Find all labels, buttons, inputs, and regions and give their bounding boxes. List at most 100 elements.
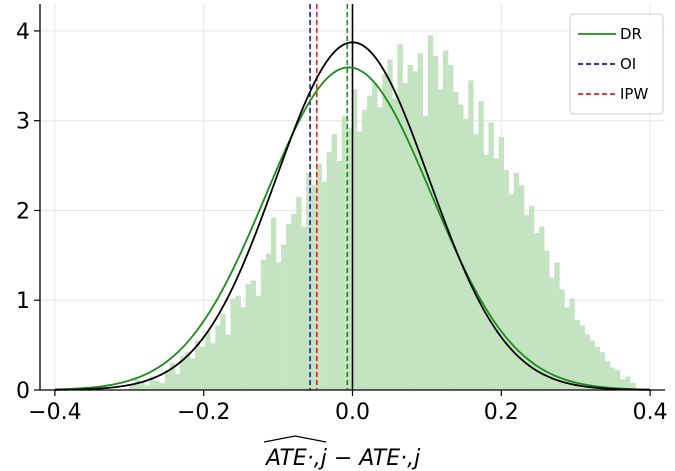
y-tick-label: 0 xyxy=(16,379,30,404)
histogram-bar xyxy=(179,355,186,390)
histogram-bar xyxy=(544,250,550,390)
y-tick-label: 2 xyxy=(16,199,30,224)
histogram-bar xyxy=(584,334,591,390)
histogram-bar xyxy=(346,127,353,391)
histogram-bar xyxy=(174,373,181,390)
histogram-bar xyxy=(205,331,211,390)
histogram-bar xyxy=(351,89,358,391)
histogram-bar xyxy=(372,82,378,390)
histogram-bar xyxy=(149,376,155,390)
legend: DR OI IPW xyxy=(569,13,664,115)
histogram-bar xyxy=(518,185,525,390)
histogram-bar xyxy=(245,284,252,390)
histogram-bar xyxy=(483,154,489,390)
y-tick-label: 3 xyxy=(16,110,30,135)
histogram-bar xyxy=(625,376,631,390)
histogram-bar xyxy=(493,158,499,390)
histogram-bar xyxy=(281,244,287,390)
histogram-bar xyxy=(427,35,434,390)
histogram-bar xyxy=(200,346,206,390)
histogram-bar xyxy=(240,307,246,390)
density-curve-reference xyxy=(54,41,651,391)
axis-ticks: −0.4 −0.2 0.0 0.2 0.4 0 1 2 3 4 xyxy=(16,20,668,425)
histogram-bar xyxy=(589,340,596,390)
histogram-bar xyxy=(367,95,373,390)
histogram-bar xyxy=(559,289,565,390)
histogram-bar xyxy=(463,118,469,390)
histogram-bar xyxy=(260,259,267,390)
histogram-bar xyxy=(336,161,343,390)
histogram-bar xyxy=(458,104,464,390)
histogram-bar xyxy=(615,370,621,390)
histogram-bar xyxy=(574,319,580,390)
histogram-bar xyxy=(377,107,383,391)
x-tick-label: 0.0 xyxy=(335,400,370,425)
y-tick-label: 1 xyxy=(16,289,30,314)
histogram-bar xyxy=(291,214,297,390)
histogram-bar xyxy=(503,170,510,390)
histogram-bar xyxy=(382,74,388,390)
histogram-bar xyxy=(549,277,555,390)
histogram-bars xyxy=(129,35,636,391)
x-axis-label: ATE·,j − ATE·,j xyxy=(263,435,421,471)
histogram-bar xyxy=(387,59,393,390)
histogram-bar xyxy=(220,313,226,390)
histogram-bar xyxy=(432,56,439,390)
histogram-bar xyxy=(316,163,322,390)
histogram-bar xyxy=(356,131,363,390)
histogram-bar xyxy=(468,80,474,391)
histogram-bar xyxy=(453,91,459,390)
histogram-bar xyxy=(326,152,332,390)
y-tick-label: 4 xyxy=(16,20,30,45)
x-tick-label: 0.4 xyxy=(633,400,668,425)
histogram-bar xyxy=(604,361,611,390)
histogram-bar xyxy=(235,295,241,390)
histogram-bar xyxy=(362,109,368,390)
histogram-bar xyxy=(225,334,231,390)
histogram-bar xyxy=(169,363,176,390)
histogram-bar xyxy=(195,340,201,390)
histogram-bar xyxy=(341,116,348,391)
legend-label-oi: OI xyxy=(620,55,636,73)
histogram-bar xyxy=(331,134,338,390)
histogram-bar xyxy=(255,295,262,390)
histogram-bar xyxy=(296,197,302,390)
histogram-bar xyxy=(417,53,424,390)
histogram-bar xyxy=(609,367,616,390)
histogram-bar xyxy=(554,262,560,390)
histogram-bar xyxy=(144,385,150,390)
histogram-bar xyxy=(473,134,479,390)
histogram-bar xyxy=(301,226,307,390)
histogram-bar xyxy=(630,382,636,390)
hat-accent xyxy=(263,435,327,443)
histogram-bar xyxy=(534,232,540,390)
histogram-bar xyxy=(311,185,317,390)
histogram-bar xyxy=(599,352,606,390)
histogram-bar xyxy=(397,44,403,390)
histogram-bar xyxy=(620,379,626,390)
histogram-bar xyxy=(265,253,272,390)
histogram-bar xyxy=(498,136,504,390)
histogram-bar xyxy=(250,280,257,390)
legend-label-ipw: IPW xyxy=(620,85,648,103)
histogram-bar xyxy=(306,172,312,390)
x-axis-label-text: ATE·,j − ATE·,j xyxy=(264,446,421,471)
histogram-bar xyxy=(215,325,221,390)
density-curves xyxy=(54,41,651,391)
histogram-bar xyxy=(564,307,570,390)
histogram-bar xyxy=(230,298,236,390)
x-tick-label: −0.4 xyxy=(28,400,81,425)
histogram-bar xyxy=(513,172,520,390)
histogram-bar xyxy=(276,262,282,390)
histogram-bar xyxy=(412,71,418,390)
histogram-bar xyxy=(523,214,530,390)
histogram-bar xyxy=(488,122,494,390)
histogram-bar xyxy=(270,217,277,390)
histogram-bar xyxy=(321,181,327,390)
legend-label-dr: DR xyxy=(620,25,642,43)
histogram-bar xyxy=(594,346,601,390)
histogram-bar xyxy=(286,223,292,390)
histogram-bar xyxy=(539,226,545,390)
histogram-bar xyxy=(210,343,216,390)
